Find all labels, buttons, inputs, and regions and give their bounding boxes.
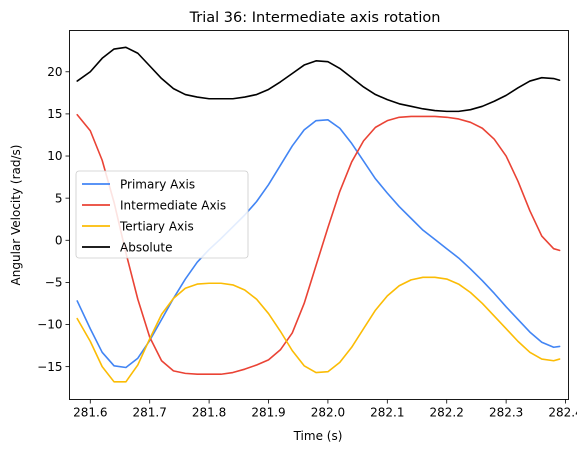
y-tick-label: 5	[55, 191, 63, 205]
plot-area	[76, 46, 561, 383]
legend-label-intermediate-axis: Intermediate Axis	[120, 198, 226, 212]
x-tick-label: 282.2	[430, 406, 464, 420]
series-line-tertiary-axis	[76, 276, 561, 383]
legend-box	[75, 170, 249, 259]
x-tick-label: 281.9	[251, 406, 285, 420]
x-tick-label: 282.3	[489, 406, 523, 420]
x-tick-label: 282.1	[370, 406, 404, 420]
x-tick-label: 281.8	[192, 406, 226, 420]
legend-label-tertiary-axis: Tertiary Axis	[119, 219, 194, 233]
series-line-primary-axis	[76, 119, 561, 369]
x-tick-label: 282.4	[548, 406, 577, 420]
y-tick-label: 20	[47, 65, 62, 79]
series-line-intermediate-axis	[76, 113, 561, 376]
plot-frame	[69, 30, 569, 400]
legend-label-absolute: Absolute	[120, 240, 172, 254]
legend: Primary Axis Intermediate Axis Tertiary Ax…	[75, 170, 249, 259]
x-tick-label: 281.6	[73, 406, 107, 420]
y-tick-label: 10	[47, 149, 62, 163]
y-tick-label: 15	[47, 107, 62, 121]
y-tick-label: −5	[45, 276, 63, 290]
legend-label-primary-axis: Primary Axis	[120, 177, 195, 191]
legend-items: Primary Axis Intermediate Axis Tertiary Ax…	[82, 177, 226, 254]
y-tick-label: 0	[55, 233, 63, 247]
series-line-absolute	[76, 46, 561, 113]
x-axis-ticks: 281.6 281.7 281.8 281.9 282.0 282.1 282.2 282.3…	[73, 399, 577, 420]
y-tick-label: −15	[37, 360, 62, 374]
y-axis-ticks: −15 −10 −5 0 5 10 15 20	[37, 65, 70, 374]
y-axis-label: Angular Velocity (rad/s)	[9, 145, 23, 286]
x-tick-label: 281.7	[133, 406, 167, 420]
chart-title: Trial 36: Intermediate axis rotation	[189, 10, 441, 26]
y-tick-label: −10	[37, 318, 62, 332]
x-tick-label: 282.0	[311, 406, 345, 420]
x-axis-label: Time (s)	[293, 429, 343, 443]
